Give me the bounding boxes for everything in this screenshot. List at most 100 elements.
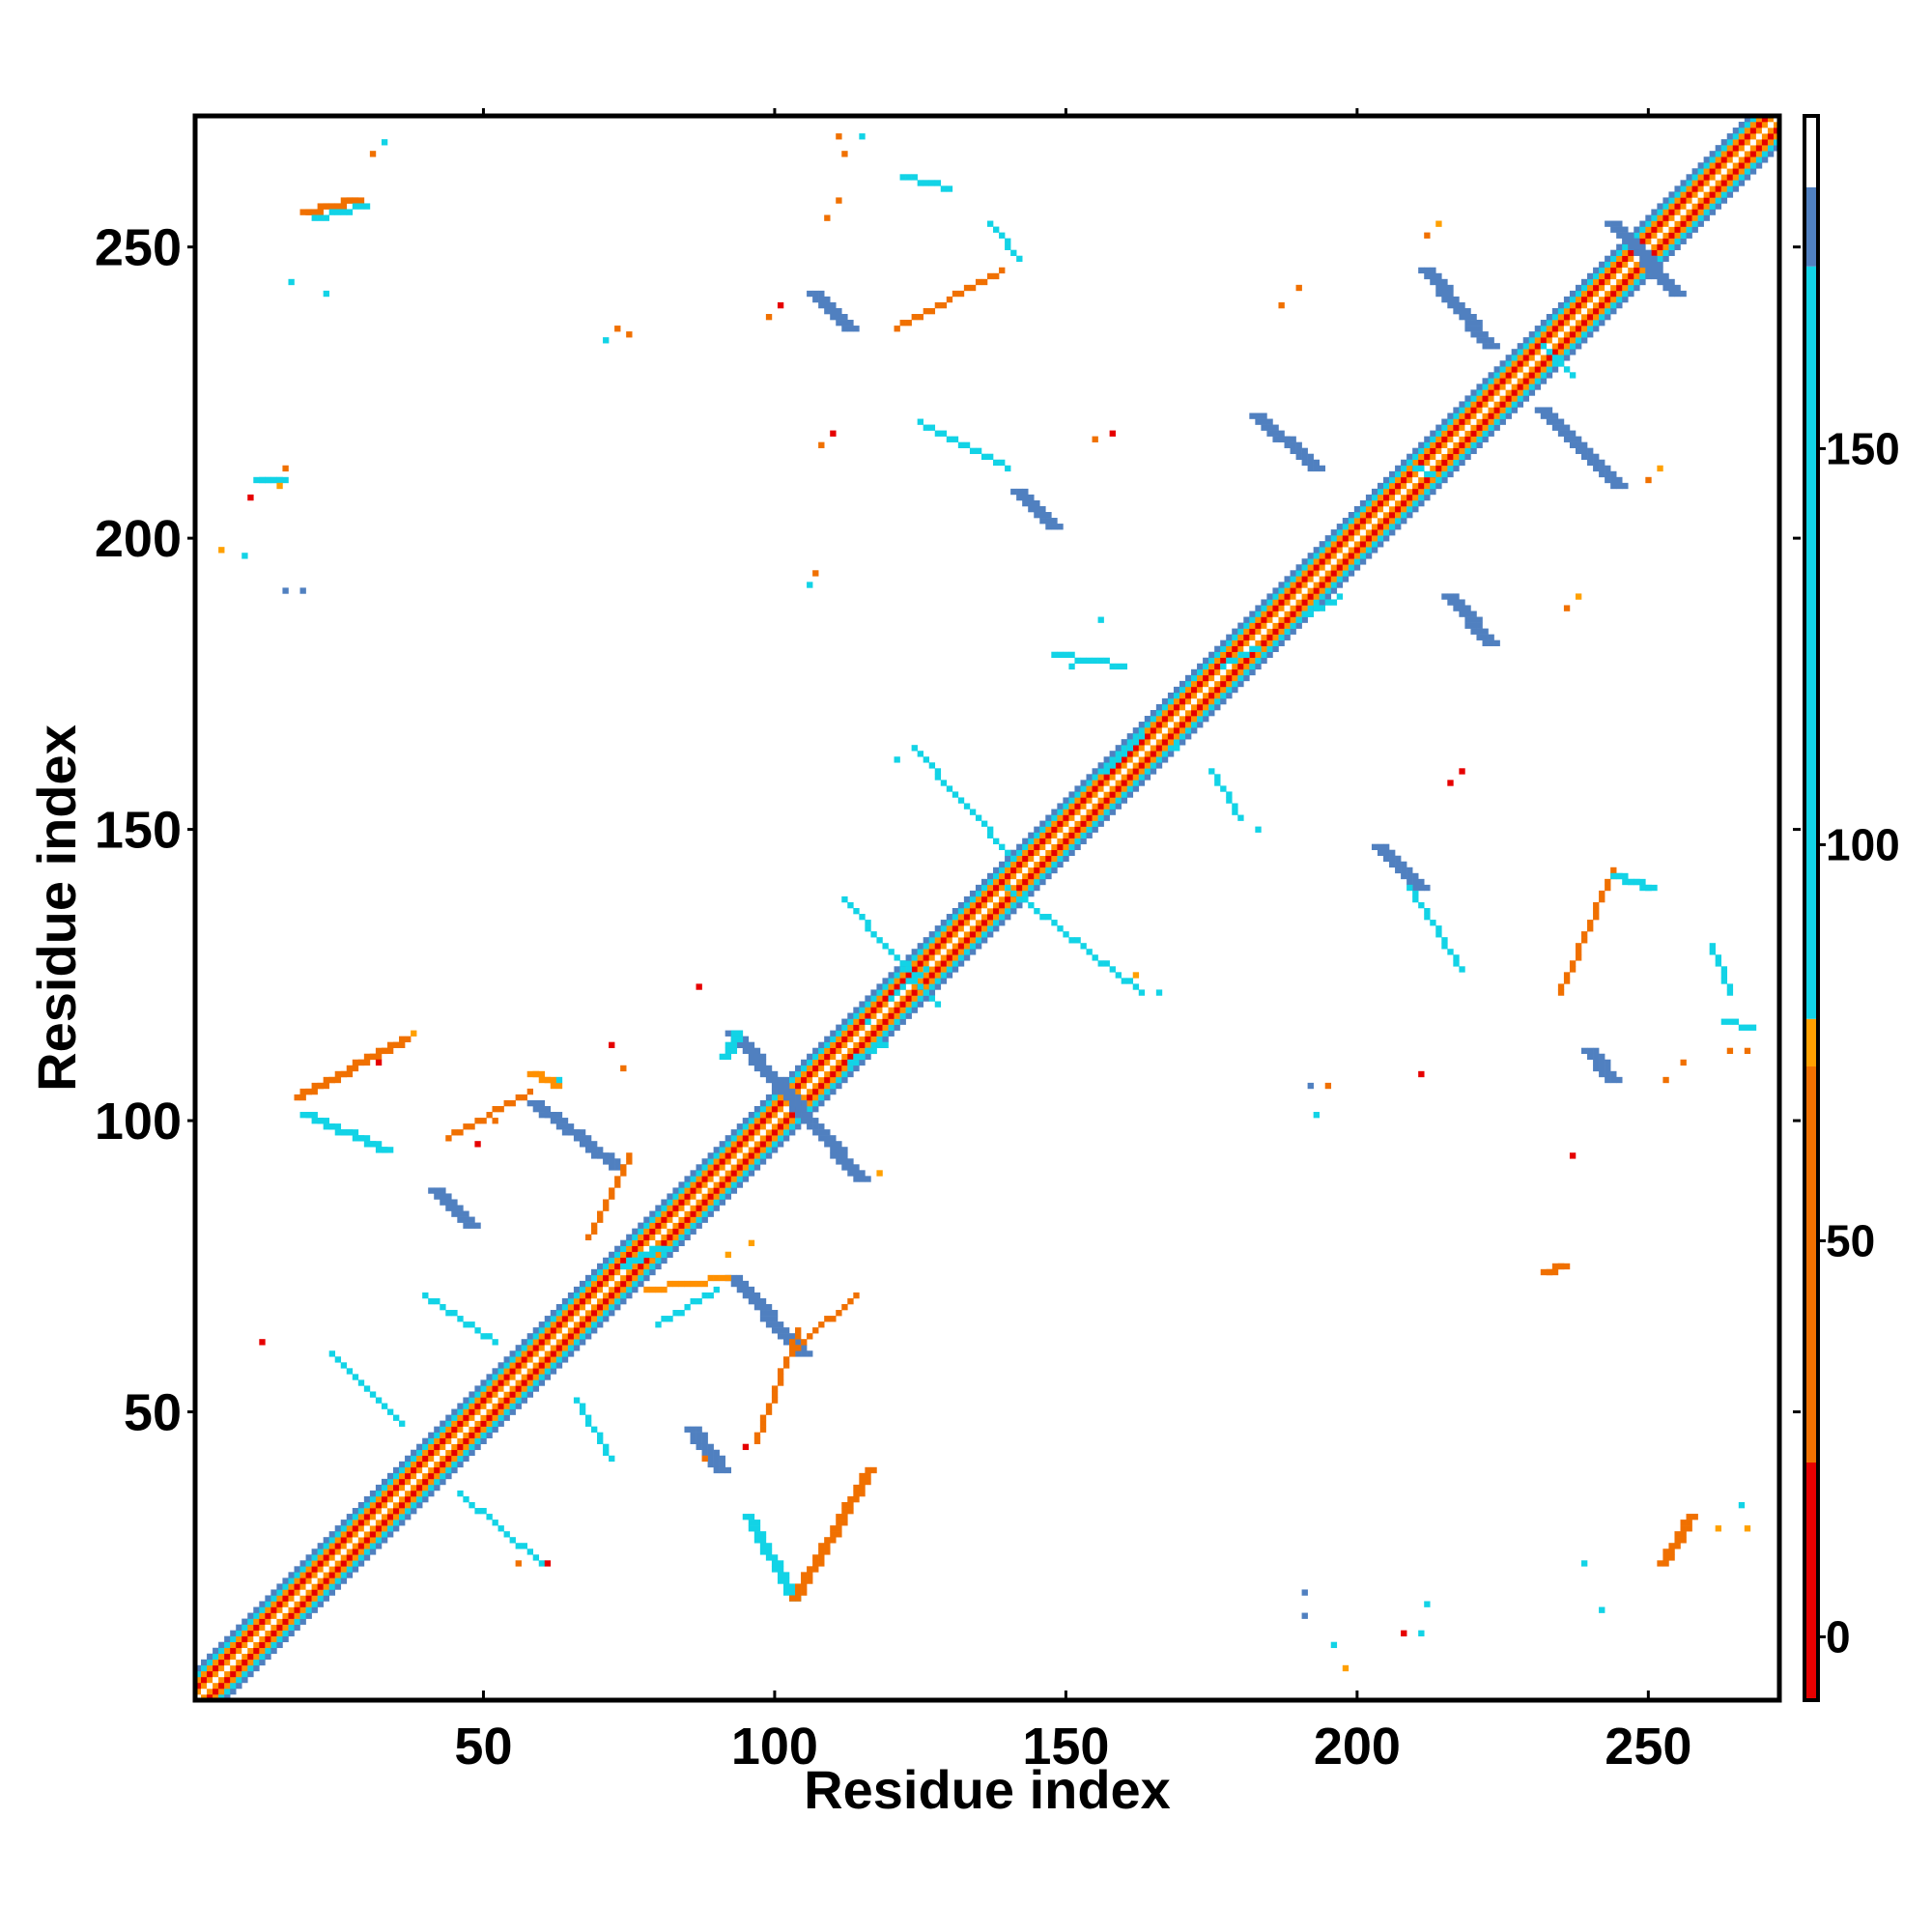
diagonal-cell [1482,407,1489,413]
contact-cell [777,1321,784,1328]
contact-cell [626,1152,633,1159]
diagonal-cell [1016,861,1023,868]
diagonal-cell [1610,249,1617,257]
diagonal-cell [381,1495,388,1503]
diagonal-cell [1470,436,1477,442]
contact-cell [1022,488,1029,496]
diagonal-cell [1401,470,1407,478]
contact-cell [626,331,633,338]
diagonal-cell [632,1234,639,1240]
contact-cell [1610,220,1617,227]
diagonal-cell [1039,867,1046,874]
diagonal-cell [363,1543,371,1549]
diagonal-cell [276,1606,283,1613]
contact-cell [1546,1268,1553,1276]
diagonal-cell [603,1268,610,1276]
diagonal-cell [597,1297,604,1305]
contact-cell [1005,884,1011,892]
contact-cell [1086,949,1093,955]
diagonal-cell [416,1502,423,1509]
diagonal-cell [672,1199,679,1206]
diagonal-cell [975,931,982,938]
contact-cell [1610,1076,1617,1084]
contact-cell [1593,465,1600,472]
diagonal-cell [1109,751,1116,757]
contact-cell [946,185,953,192]
contact-cell [1674,1531,1681,1538]
contact-cell [753,1304,761,1311]
diagonal-cell [614,1245,621,1253]
diagonal-cell [1657,243,1663,250]
contact-cell [765,1408,773,1415]
diagonal-cell [1074,803,1081,810]
diagonal-cell [865,1041,871,1049]
diagonal-cell [317,1583,324,1590]
diagonal-cell [1290,576,1296,582]
diagonal-cell [561,1356,569,1363]
x-tick-label: 250 [1605,1718,1691,1776]
diagonal-cell [1179,697,1186,705]
diagonal-cell [1313,593,1320,600]
contact-cell [497,1525,504,1532]
diagonal-cell [1499,401,1506,408]
diagonal-cell [1680,226,1687,233]
contact-cell [807,1566,813,1573]
diagonal-cell [451,1466,458,1474]
diagonal-cell [1517,366,1524,373]
diagonal-cell [1319,558,1326,565]
diagonal-cell [1307,558,1314,565]
diagonal-cell [515,1368,522,1375]
diagonal-cell [579,1339,586,1346]
diagonal-cell [486,1397,493,1404]
diagonal-cell [1307,605,1314,611]
diagonal-cell [1563,349,1571,355]
contact-cell [923,307,930,315]
diagonal-cell [259,1641,266,1649]
contact-cell [759,1304,767,1311]
diagonal-cell [795,1118,802,1124]
diagonal-cell [1581,307,1588,315]
diagonal-cell [1092,826,1098,833]
diagonal-cell [742,1129,750,1136]
diagonal-cell [638,1222,644,1229]
diagonal-cell [486,1432,493,1438]
diagonal-cell [1657,220,1663,227]
diagonal-cell [393,1502,400,1509]
diagonal-cell [515,1350,522,1357]
diagonal-cell [1226,674,1233,682]
diagonal-cell [1418,447,1425,455]
diagonal-cell [807,1094,813,1101]
diagonal-cell [236,1682,242,1690]
contact-cell [386,1408,394,1415]
contact-cell [451,1210,458,1217]
diagonal-cell [1330,547,1338,554]
diagonal-cell [451,1461,458,1468]
contact-cell [573,1135,581,1142]
contact-cell [812,290,819,298]
diagonal-cell [1266,651,1273,659]
diagonal-cell [544,1316,552,1322]
diagonal-cell [1522,349,1530,355]
contact-cell [1103,657,1110,665]
contact-cell [724,1030,732,1037]
contact-cell [1051,920,1058,926]
diagonal-cell [609,1274,615,1282]
diagonal-cell [463,1449,469,1457]
diagonal-cell [1691,197,1698,204]
diagonal-cell [1767,122,1775,128]
diagonal-cell [1645,226,1652,233]
diagonal-cell [1348,529,1355,536]
contact-cell [1005,243,1011,250]
diagonal-cell [1563,343,1571,350]
diagonal-cell [1511,389,1518,396]
diagonal-cell [1430,476,1436,484]
diagonal-cell [1755,156,1763,163]
diagonal-cell [1103,774,1110,781]
diagonal-cell [1086,803,1093,810]
diagonal-cell [1377,499,1384,507]
contact-cell [1622,878,1629,886]
contact-cell [730,1036,738,1042]
diagonal-cell [841,1076,848,1084]
contact-cell [1546,412,1553,419]
diagonal-cell [1761,133,1769,140]
